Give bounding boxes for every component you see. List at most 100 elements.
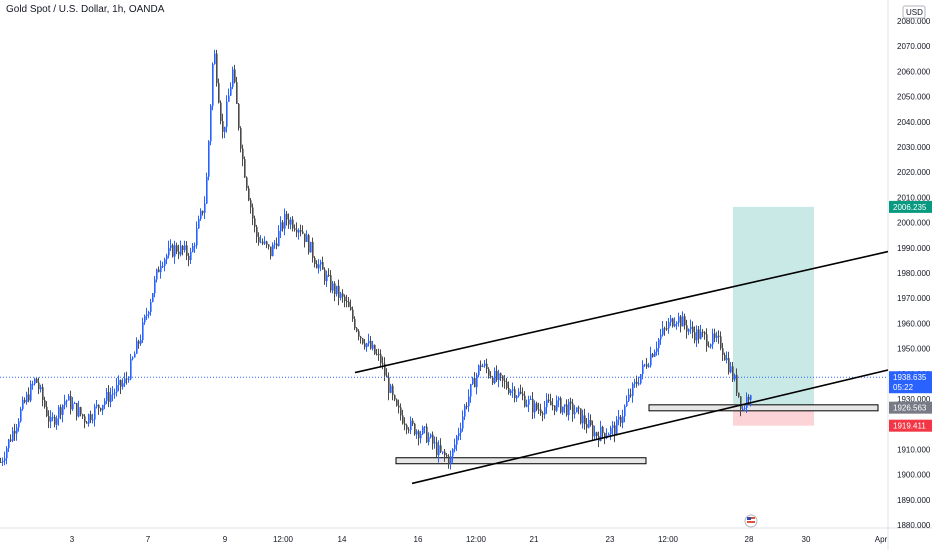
candle-body	[254, 218, 256, 227]
candle-body	[746, 396, 748, 408]
candle-body	[502, 375, 504, 381]
candle-body	[174, 245, 176, 257]
candle-body	[172, 245, 174, 257]
candle-body	[228, 95, 230, 102]
y-tick-label: 2010.000	[897, 193, 931, 202]
candle-body	[132, 357, 134, 359]
candle-body	[398, 405, 400, 408]
candle-body	[240, 128, 242, 149]
candle-body	[200, 210, 202, 219]
candle-body	[504, 380, 506, 382]
candle-body	[656, 348, 658, 352]
us-flag-icon[interactable]	[744, 514, 758, 528]
candle-body	[452, 449, 454, 457]
candle-body	[430, 434, 432, 438]
candle-body	[260, 241, 262, 243]
candle-body	[368, 340, 370, 344]
candle-body	[300, 230, 302, 232]
candle-body	[222, 121, 224, 132]
candle-body	[580, 408, 582, 424]
candle-body	[528, 399, 530, 405]
candle-body	[506, 381, 508, 389]
candle-body	[344, 296, 346, 302]
target-price-badge: 2006.235	[893, 203, 927, 212]
candle-body	[82, 414, 84, 417]
candle-body	[442, 451, 444, 453]
candle-body	[324, 269, 326, 282]
candle-body	[532, 398, 534, 413]
candle-body	[510, 390, 512, 394]
candle-body	[726, 358, 728, 361]
trend-lines[interactable]	[0, 250, 889, 485]
candle-body	[202, 210, 204, 213]
candle-body	[98, 404, 100, 409]
candle-body	[288, 219, 290, 225]
candle-body	[136, 341, 138, 354]
candle-body	[650, 354, 652, 366]
current-price-badge: 1938.635	[893, 373, 927, 382]
candle-body	[548, 399, 550, 402]
candle-body	[362, 338, 364, 344]
candle-body	[574, 412, 576, 415]
candle-body	[618, 416, 620, 420]
candle-body	[660, 334, 662, 340]
candle-body	[640, 374, 642, 384]
candle-body	[154, 279, 156, 294]
candle-body	[540, 409, 542, 414]
candle-body	[500, 373, 502, 376]
entry-price-badge: 1926.563	[893, 404, 927, 413]
candle-body	[724, 354, 726, 361]
y-tick-label: 1990.000	[897, 244, 931, 253]
candle-body	[290, 219, 292, 225]
candle-body	[58, 407, 60, 419]
candle-body	[412, 420, 414, 424]
candle-body	[482, 365, 484, 367]
candle-body	[552, 405, 554, 407]
candle-body	[666, 328, 668, 330]
candle-body	[294, 228, 296, 230]
candle-body	[76, 403, 78, 417]
y-tick-label: 2060.000	[897, 67, 931, 76]
candle-body	[102, 404, 104, 411]
candle-body	[48, 416, 50, 422]
candle-body	[250, 200, 252, 208]
candle-body	[620, 416, 622, 423]
candle-body	[386, 375, 388, 378]
candle-body	[740, 396, 742, 409]
chart-title: Gold Spot / U.S. Dollar, 1h, OANDA	[6, 4, 165, 15]
candle-body	[742, 408, 744, 410]
candle-body	[460, 428, 462, 434]
candle-body	[356, 328, 358, 332]
candle-body	[106, 391, 108, 401]
candle-body	[244, 159, 246, 178]
price-axis[interactable]: 1880.0001890.0001900.0001910.0001920.000…	[897, 0, 931, 530]
candle-body	[710, 344, 712, 347]
candle-body	[526, 404, 528, 407]
candle-body	[698, 329, 700, 339]
candle-body	[168, 247, 170, 256]
candle-body	[234, 69, 236, 83]
candle-body	[266, 241, 268, 245]
candle-body	[424, 426, 426, 428]
candle-body	[64, 401, 66, 405]
candles	[0, 49, 752, 470]
candle-body	[738, 392, 740, 397]
candle-body	[6, 448, 8, 459]
candle-body	[748, 396, 750, 400]
time-axis[interactable]: 3 7 9 12:00 14 16 12:00 21 23 12:00 28 30 Apr	[70, 535, 888, 544]
candle-body	[744, 407, 746, 409]
candle-body	[496, 370, 498, 380]
candle-body	[278, 230, 280, 247]
candle-body	[204, 203, 206, 213]
candle-body	[56, 418, 58, 425]
candle-body	[392, 385, 394, 396]
candle-body	[694, 332, 696, 341]
candle-body	[248, 188, 250, 201]
candle-body	[638, 383, 640, 385]
candle-body	[646, 364, 648, 367]
candle-body	[352, 309, 354, 319]
candle-body	[24, 399, 26, 403]
candle-body	[26, 394, 28, 403]
